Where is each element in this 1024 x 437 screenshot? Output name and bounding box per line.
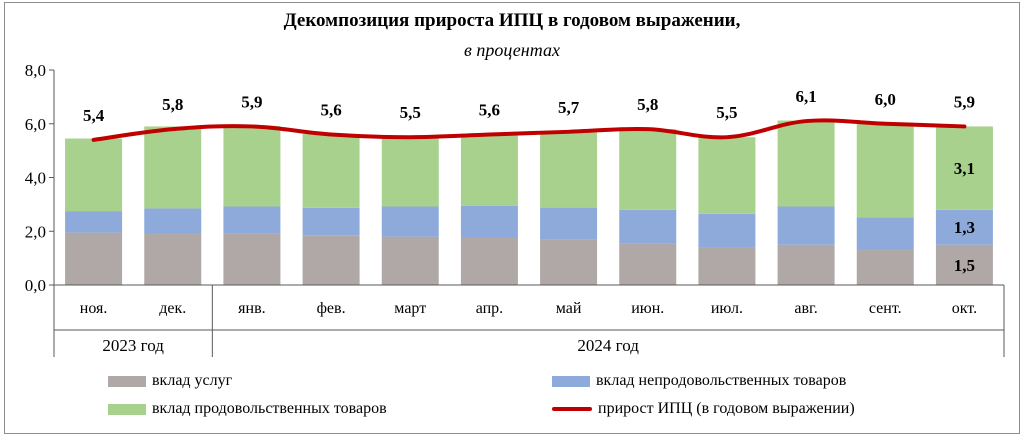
legend-swatch-cpi [552,407,592,411]
x-tick-label: авг. [794,300,817,317]
legend-label-nonfood: вклад непродовольственных товаров [596,372,847,389]
bar-segment-1-1 [144,208,202,234]
cpi-data-label: 6,0 [875,90,896,109]
bar-segment-2-11 [935,126,993,210]
segment-data-label: 3,1 [954,159,975,178]
bar-segment-0-0 [65,232,123,285]
legend-swatch-services [108,375,146,387]
bar-segment-1-3 [302,207,360,236]
segment-data-label: 1,3 [954,218,975,237]
bar-segment-0-10 [856,250,914,285]
legend-label-cpi: прирост ИПЦ (в годовом выражении) [598,400,855,417]
cpi-data-label: 5,6 [479,101,500,120]
bar-segment-2-2 [223,125,281,207]
bar-segment-2-6 [540,132,598,208]
x-tick-label: окт. [952,300,977,317]
year-group-label: 2024 год [577,336,639,355]
y-tick-label: 2,0 [25,222,46,241]
bar-segment-0-11 [935,244,993,285]
bar-segment-2-1 [144,126,202,209]
x-tick-label: ноя. [80,300,108,317]
x-tick-label: июл. [711,300,743,317]
cpi-data-label: 5,9 [954,92,975,111]
bar-segment-0-9 [777,244,835,285]
bar-segment-2-4 [381,136,439,207]
bar-segment-2-10 [856,123,914,218]
y-tick-label: 0,0 [25,276,46,295]
bar-segment-0-6 [540,239,598,285]
bar-segment-0-2 [223,233,281,285]
cpi-data-label: 5,9 [241,92,262,111]
bar-segment-0-4 [381,236,439,285]
chart-title: Декомпозиция прироста ИПЦ в годовом выра… [283,10,741,31]
legend-item-cpi: прирост ИПЦ (в годовом выражении) [552,400,855,418]
bar-segment-1-10 [856,217,914,251]
bar-segment-0-1 [144,233,202,285]
legend-swatch-nonfood [552,375,590,387]
bar-segment-2-5 [460,134,518,206]
x-tick-label: дек. [159,300,186,317]
bar-segment-1-7 [619,209,677,244]
y-tick-label: 8,0 [25,61,46,80]
bar-segment-1-8 [698,213,756,248]
y-tick-label: 4,0 [25,169,46,188]
bar-segment-0-7 [619,243,677,285]
bar-segment-0-8 [698,247,756,285]
x-tick-label: сент. [869,300,902,317]
bar-segment-1-5 [460,205,518,238]
cpi-data-label: 5,7 [558,98,580,117]
cpi-data-label: 6,1 [795,87,816,106]
bar-segment-1-2 [223,206,281,234]
legend-item-nonfood: вклад непродовольственных товаров [552,372,846,390]
cpi-data-label: 5,5 [716,103,737,122]
chart-subtitle: в процентах [464,40,560,60]
legend-item-food: вклад продовольственных товаров [108,400,387,418]
bar-segment-1-0 [65,211,123,233]
cpi-data-label: 5,6 [320,101,341,120]
year-group-label: 2023 год [102,336,164,355]
x-tick-label: июн. [631,300,664,317]
cpi-data-label: 5,5 [400,103,421,122]
bar-segment-2-7 [619,129,677,210]
legend-swatch-food [108,403,146,415]
x-tick-label: янв. [238,300,265,317]
bar-segment-2-0 [65,138,123,212]
cpi-data-label: 5,4 [83,106,105,125]
x-tick-label: фев. [317,300,346,317]
segment-data-label: 1,5 [954,256,975,275]
legend-item-services: вклад услуг [108,372,232,390]
cpi-data-label: 5,8 [637,95,658,114]
bar-segment-1-4 [381,206,439,237]
bar-segment-0-5 [460,237,518,285]
bar-segment-1-9 [777,206,835,245]
x-tick-label: апр. [476,300,503,317]
bar-segment-1-6 [540,207,598,240]
bar-segment-0-3 [302,235,360,285]
bar-segment-2-9 [777,120,835,207]
legend-label-services: вклад услуг [152,372,233,389]
x-tick-label: март [394,300,426,317]
bar-segment-2-8 [698,137,756,214]
bar-segment-2-3 [302,133,360,208]
cpi-data-label: 5,8 [162,95,183,114]
cpi-line [91,118,967,142]
bar-segment-1-11 [935,209,993,245]
y-tick-label: 6,0 [25,115,46,134]
x-tick-label: май [556,300,582,317]
legend-label-food: вклад продовольственных товаров [152,400,387,417]
